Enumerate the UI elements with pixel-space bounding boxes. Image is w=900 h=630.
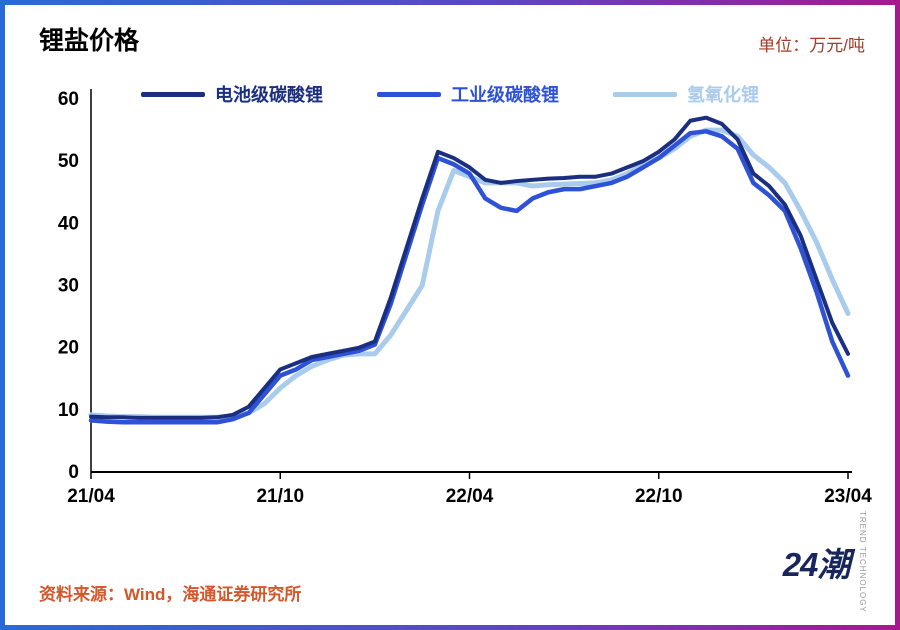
- logo-tagline: TREND TECHNOLOGY: [858, 511, 867, 613]
- x-tick-label: 22/04: [446, 486, 494, 507]
- y-tick-label: 0: [68, 462, 79, 483]
- legend-label: 工业级碳酸锂: [451, 85, 559, 105]
- y-tick-label: 50: [58, 151, 79, 172]
- y-tick-label: 20: [58, 338, 79, 359]
- page-title: 锂盐价格: [39, 27, 140, 55]
- chart-legend: 电池级碳酸锂 工业级碳酸锂 氢氧化锂: [5, 81, 895, 107]
- brand-logo: 24潮 TREND TECHNOLOGY: [783, 511, 869, 613]
- price-line-chart: 0 10 20 30 40 50 60 21/04 21/10 22/04 22/10 23/04: [58, 89, 872, 507]
- y-tick-label: 60: [58, 89, 79, 110]
- y-tick-label: 40: [58, 213, 79, 234]
- x-tick-label: 22/10: [635, 486, 683, 507]
- legend-item-0: 电池级碳酸锂: [141, 81, 323, 107]
- legend-swatch-icon: [141, 91, 205, 97]
- unit-label: 单位：万元/吨: [758, 36, 865, 55]
- chart-area: 0 10 20 30 40 50 60 21/04 21/10 22/04 22/10 23/04: [33, 77, 878, 527]
- x-tick-label: 21/04: [67, 486, 115, 507]
- logo-wordmark: 24潮: [782, 546, 851, 584]
- legend-item-2: 氢氧化锂: [613, 81, 759, 107]
- chart-card: 锂盐价格 单位：万元/吨 电池级碳酸锂 工业级碳酸锂 氢氧化锂 0 10 20 30 40 5…: [5, 5, 895, 625]
- legend-swatch-icon: [377, 91, 441, 97]
- data-source-note: 资料来源：Wind，海通证券研究所: [39, 585, 302, 604]
- series-line-1: [88, 129, 851, 425]
- legend-item-1: 工业级碳酸锂: [377, 81, 559, 107]
- y-tick-label: 10: [58, 400, 79, 421]
- legend-swatch-icon: [613, 91, 677, 97]
- legend-label: 电池级碳酸锂: [215, 85, 323, 105]
- x-tick-label: 21/10: [256, 486, 304, 507]
- x-tick-label: 23/04: [824, 486, 872, 507]
- y-tick-label: 30: [58, 276, 79, 297]
- series-line-0: [89, 115, 850, 420]
- legend-label: 氢氧化锂: [687, 85, 759, 105]
